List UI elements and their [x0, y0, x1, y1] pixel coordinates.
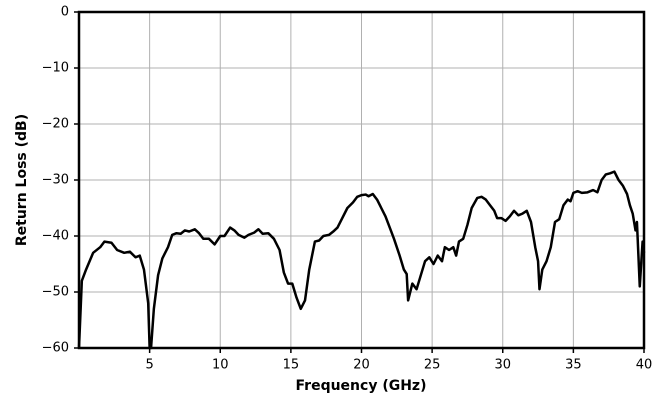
x-tick-label: 25 — [424, 358, 441, 373]
y-tick-label: −20 — [42, 117, 69, 132]
plot-frame — [77, 10, 646, 350]
y-tick-label: −60 — [42, 341, 69, 356]
x-tick-label: 40 — [636, 358, 653, 373]
x-tick-label: 10 — [212, 358, 229, 373]
x-tick-label: 20 — [353, 358, 370, 373]
y-tick-label: −30 — [42, 173, 69, 188]
y-tick-label: −50 — [42, 285, 69, 300]
y-axis-title: Return Loss (dB) — [14, 114, 30, 246]
x-tick-label: 30 — [494, 358, 511, 373]
x-tick-label: 35 — [565, 358, 582, 373]
x-tick-label: 5 — [145, 358, 153, 373]
x-axis-title: Frequency (GHz) — [296, 378, 427, 394]
y-tick-label: −40 — [42, 229, 69, 244]
data-line — [77, 170, 646, 350]
y-tick-label: −10 — [42, 61, 69, 76]
y-tick-label: 0 — [61, 5, 69, 20]
x-tick-label: 15 — [283, 358, 300, 373]
